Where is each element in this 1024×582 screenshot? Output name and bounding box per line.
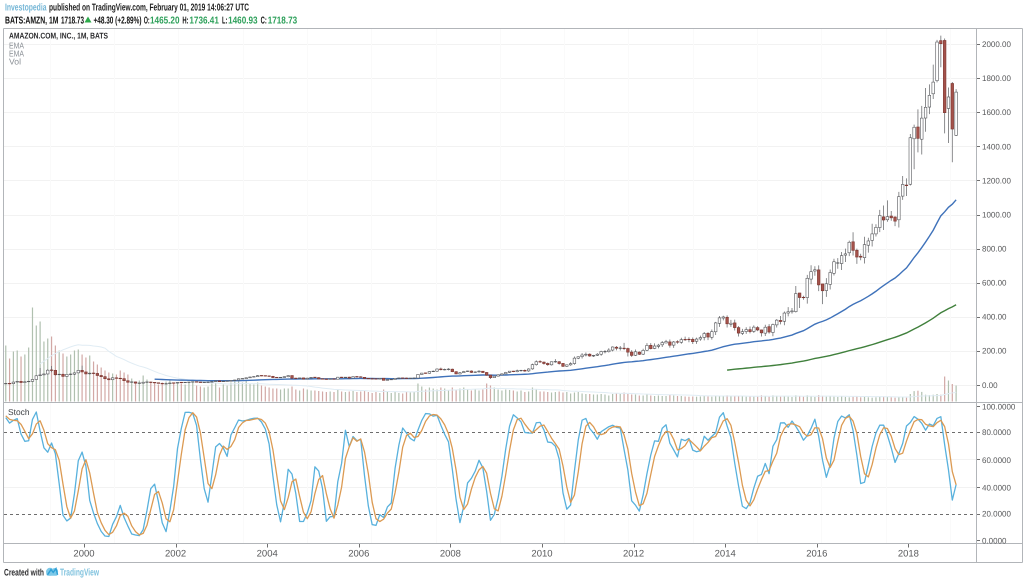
svg-text:2008: 2008 [440,549,461,560]
svg-text:600.00: 600.00 [982,279,1007,288]
svg-text:2002: 2002 [165,549,186,560]
svg-text:100.0000: 100.0000 [982,403,1016,412]
svg-text:H:: H: [182,16,188,27]
svg-text:Created with: Created with [4,568,44,579]
svg-text:2012: 2012 [623,549,644,560]
svg-text:C:: C: [261,16,267,27]
svg-text:1718.73: 1718.73 [268,16,298,27]
svg-text:AMAZON.COM, INC., 1M, BATS: AMAZON.COM, INC., 1M, BATS [9,31,108,41]
svg-text:Investopedia: Investopedia [5,3,47,14]
svg-text:1000.00: 1000.00 [982,210,1011,219]
svg-text:60.0000: 60.0000 [982,456,1011,465]
svg-text:2006: 2006 [348,549,369,560]
svg-text:1718.73: 1718.73 [61,16,84,27]
svg-text:EMA: EMA [9,48,24,58]
svg-text:Stoch: Stoch [8,407,30,417]
svg-text:40.0000: 40.0000 [982,483,1011,492]
svg-text:800.00: 800.00 [982,245,1007,254]
svg-text:TradingView: TradingView [60,568,99,579]
svg-text:2016: 2016 [806,549,827,560]
svg-text:2010: 2010 [531,549,552,560]
svg-text:2018: 2018 [898,549,919,560]
svg-text:1736.41: 1736.41 [189,16,219,27]
svg-text:0.0000: 0.0000 [982,536,1007,545]
svg-text:BATS:AMZN, 1M: BATS:AMZN, 1M [5,16,59,27]
svg-text:2000: 2000 [73,549,94,560]
svg-text:400.00: 400.00 [982,313,1007,322]
svg-text:1800.00: 1800.00 [982,74,1011,83]
svg-text:O:: O: [144,16,150,27]
svg-text:1465.20: 1465.20 [150,16,180,27]
svg-text:Vol: Vol [9,57,21,67]
svg-text:+48.30 (+2.89%): +48.30 (+2.89%) [94,16,142,27]
svg-text:1400.00: 1400.00 [982,142,1011,151]
svg-text:2000.00: 2000.00 [982,40,1011,49]
svg-text:2004: 2004 [257,549,278,560]
svg-text:0.00: 0.00 [982,381,998,390]
svg-text:1460.93: 1460.93 [228,16,258,27]
svg-text:2014: 2014 [715,549,736,560]
svg-text:80.0000: 80.0000 [982,428,1011,437]
svg-text:L:: L: [222,16,227,27]
svg-text:20.0000: 20.0000 [982,510,1011,519]
svg-text:published on TradingView.com,: published on TradingView.com, February 0… [49,3,249,14]
svg-text:1600.00: 1600.00 [982,108,1011,117]
svg-text:1200.00: 1200.00 [982,176,1011,185]
svg-text:200.00: 200.00 [982,347,1007,356]
svg-text:EMA: EMA [9,41,24,51]
